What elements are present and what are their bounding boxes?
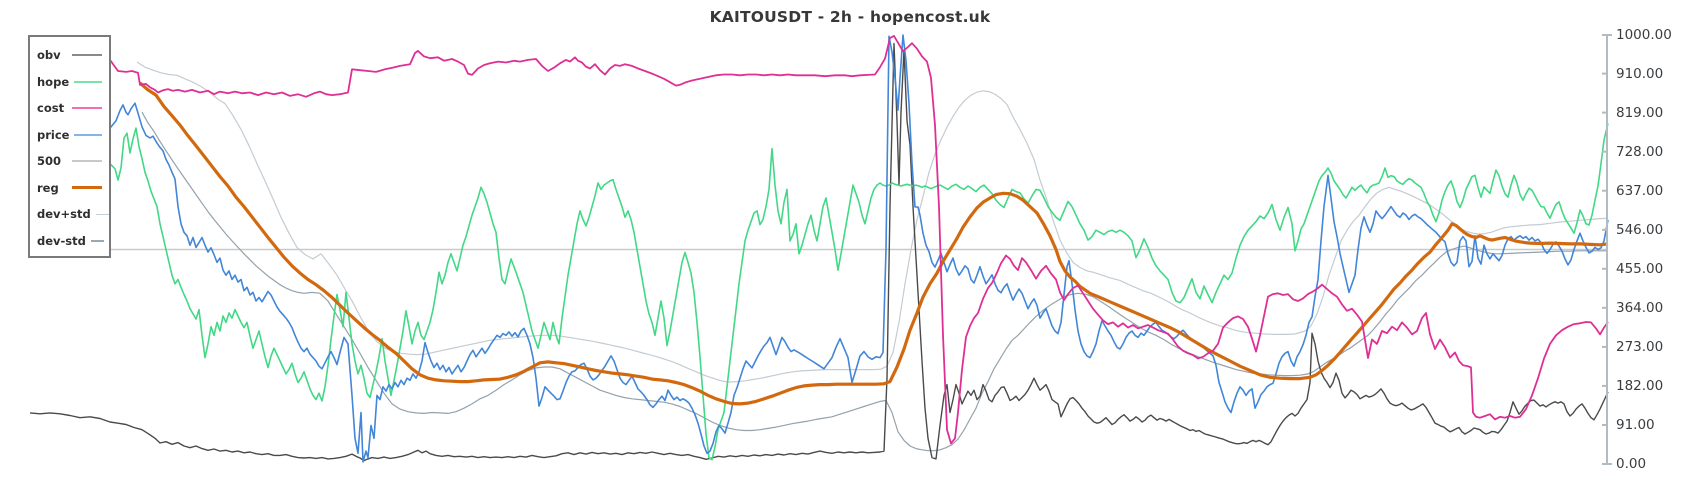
- legend-item-reg: reg: [37, 175, 102, 202]
- legend-item-cost: cost: [37, 95, 102, 122]
- chart-title: KAITOUSDT - 2h - hopencost.uk: [709, 8, 991, 26]
- series-price-line: [109, 34, 1609, 463]
- series-dev+std-line: [136, 61, 1609, 383]
- legend-item-price: price: [37, 122, 102, 149]
- legend-swatch: [90, 239, 104, 242]
- legend-label: obv: [37, 48, 61, 63]
- legend-item-dev-std: dev-std: [37, 228, 104, 255]
- legend-swatch: [72, 160, 102, 163]
- legend-swatch: [72, 54, 102, 57]
- legend-label: price: [37, 127, 70, 142]
- legend-box: obv hope cost price 500 reg dev+std dev-std: [28, 35, 111, 258]
- series-obv-line: [29, 42, 1609, 462]
- legend-swatch: [74, 80, 102, 83]
- legend-label: dev-std: [37, 233, 86, 248]
- series-reg-line: [138, 81, 1609, 406]
- legend-label: reg: [37, 180, 59, 195]
- series-cost-line: [109, 35, 1609, 445]
- legend-item-hope: hope: [37, 69, 102, 96]
- legend-swatch: [72, 107, 102, 110]
- series-dev-std-line: [141, 111, 1608, 452]
- legend-label: 500: [37, 154, 62, 169]
- legend-swatch: [72, 186, 102, 190]
- legend-swatch: [95, 213, 109, 215]
- legend-item-500: 500: [37, 148, 102, 175]
- y-axis: [1602, 34, 1612, 465]
- legend-item-obv: obv: [37, 42, 102, 69]
- series-hope-line: [109, 123, 1609, 461]
- legend-item-dev+std: dev+std: [37, 201, 109, 228]
- legend-label: dev+std: [37, 207, 91, 222]
- legend-label: cost: [37, 101, 65, 116]
- legend-label: hope: [37, 74, 70, 89]
- legend-swatch: [74, 133, 102, 136]
